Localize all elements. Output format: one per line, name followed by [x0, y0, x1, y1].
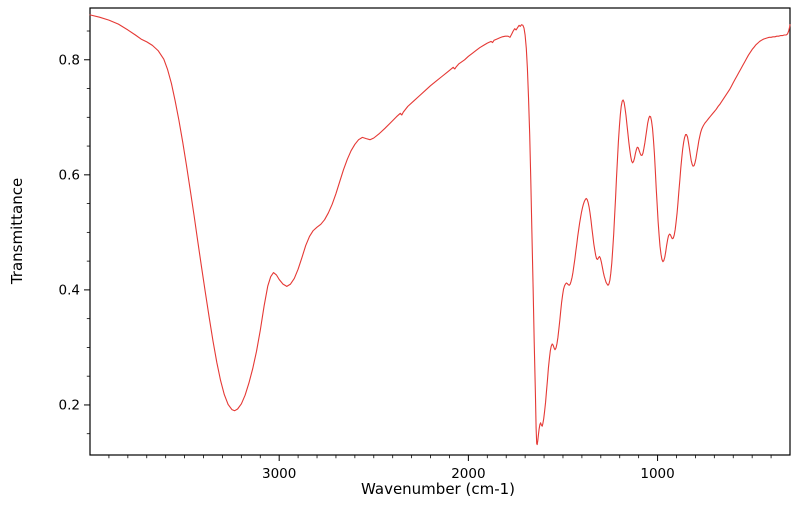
- y-tick-label: 0.6: [59, 167, 80, 183]
- y-axis-label: Transmittance: [8, 177, 26, 285]
- x-tick-label: 3000: [262, 466, 296, 482]
- y-tick-label: 0.8: [59, 52, 80, 68]
- y-tick-label: 0.4: [59, 282, 80, 298]
- plot-frame: [89, 7, 791, 456]
- y-tick-label: 0.2: [59, 397, 80, 413]
- x-tick-label: 2000: [451, 466, 485, 482]
- x-tick-label: 1000: [640, 466, 674, 482]
- spectrum-line: [89, 14, 791, 446]
- x-axis-label: Wavenumber (cm-1): [361, 480, 515, 498]
